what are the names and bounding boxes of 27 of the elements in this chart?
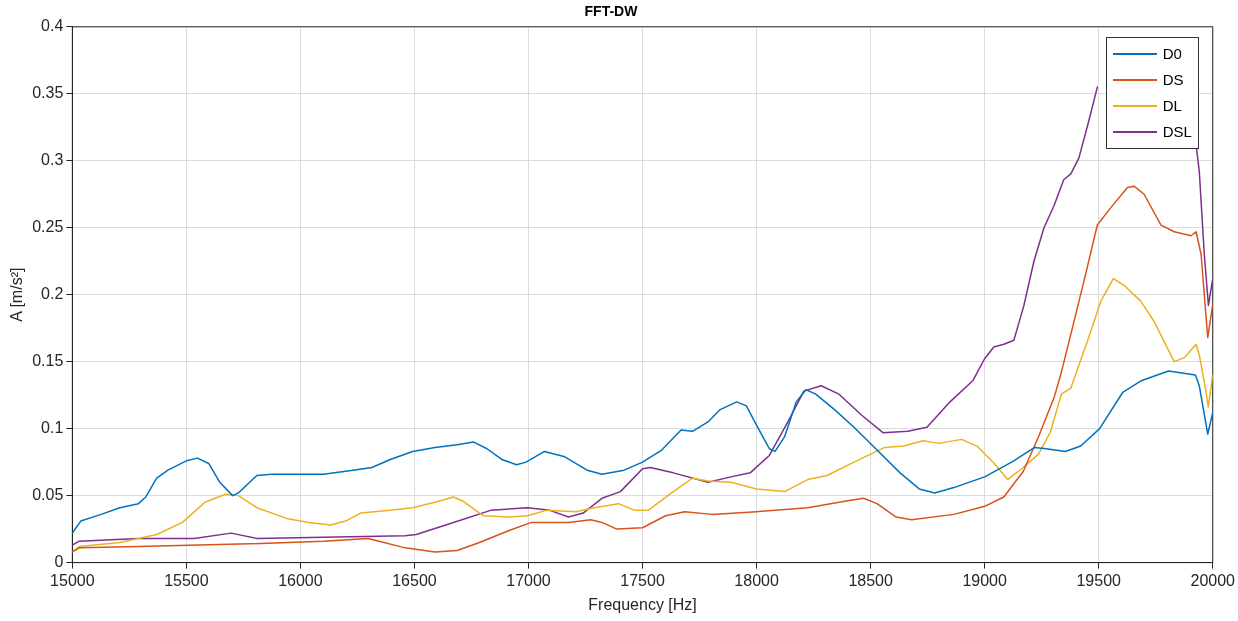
y-tick-label: 0.3 bbox=[41, 151, 64, 169]
legend-label: DS bbox=[1162, 71, 1184, 89]
x-tick-label: 20000 bbox=[1190, 571, 1236, 589]
x-tick-label: 17000 bbox=[506, 571, 551, 589]
x-tick-label: 19500 bbox=[1076, 571, 1122, 589]
y-tick-label: 0.1 bbox=[41, 419, 64, 437]
x-tick-label: 18500 bbox=[848, 571, 893, 589]
y-tick-label: 0.25 bbox=[32, 218, 64, 236]
y-tick-label: 0.2 bbox=[41, 285, 64, 303]
y-tick-label: 0.05 bbox=[32, 486, 64, 504]
legend-label: DL bbox=[1162, 97, 1182, 115]
chart-title: FFT-DW bbox=[584, 3, 639, 20]
x-tick-label: 16500 bbox=[392, 571, 437, 589]
y-tick-label: 0.4 bbox=[41, 17, 64, 35]
legend-label: DSL bbox=[1162, 123, 1192, 141]
y-tick-label: 0 bbox=[54, 553, 64, 571]
x-tick-label: 18000 bbox=[734, 571, 779, 589]
x-axis-title: Frequency [Hz] bbox=[588, 595, 697, 613]
y-axis-title: A [m/s²] bbox=[8, 267, 26, 322]
legend-label: D0 bbox=[1162, 45, 1182, 63]
x-tick-label: 19000 bbox=[962, 571, 1008, 589]
x-tick-label: 15000 bbox=[50, 571, 95, 589]
x-tick-label: 17500 bbox=[620, 571, 665, 589]
y-tick-label: 0.35 bbox=[32, 84, 64, 102]
x-tick-label: 15500 bbox=[164, 571, 209, 589]
y-tick-label: 0.15 bbox=[32, 352, 64, 370]
x-tick-label: 16000 bbox=[278, 571, 323, 589]
